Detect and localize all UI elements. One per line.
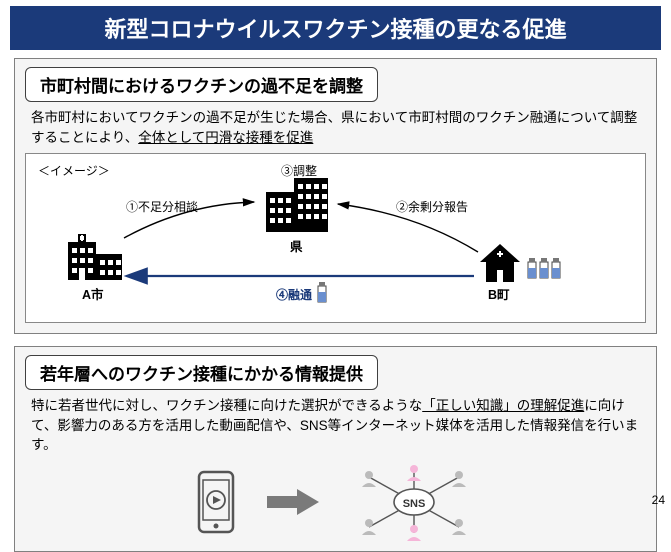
diagram-arrows [26,154,626,324]
section-vaccine-adjustment: 市町村間におけるワクチンの過不足を調整 各市町村においてワクチンの過不足が生じた… [14,58,657,334]
section1-heading: 市町村間におけるワクチンの過不足を調整 [25,67,378,102]
sns-network-icon: SNS [349,463,479,541]
section2-body-p1: 特に若者世代に対し、ワクチン接種に向けた選択ができるような [31,398,422,413]
page-title: 新型コロナウイルスワクチン接種の更なる促進 [10,6,661,50]
section-youth-info: 若年層へのワクチン接種にかかる情報提供 特に若者世代に対し、ワクチン接種に向けた… [14,346,657,552]
page-number: 24 [652,493,665,507]
arrow-right-icon [267,487,321,517]
section2-body-ul: 「正しい知識」の理解促進 [422,398,584,413]
section1-body-text: 各市町村においてワクチンの過不足が生じた場合、県において市町村間のワクチン融通に… [31,110,637,145]
media-row: SNS [25,463,646,541]
section2-body: 特に若者世代に対し、ワクチン接種に向けた選択ができるような「正しい知識」の理解促… [25,396,646,455]
adjustment-diagram: ＜イメージ＞ ③調整 ①不足分相談 ②余剰分報告 ④融通 県 [25,153,646,323]
section2-heading: 若年層へのワクチン接種にかかる情報提供 [25,355,378,390]
smartphone-video-icon [193,470,239,534]
section1-body: 各市町村においてワクチンの過不足が生じた場合、県において市町村間のワクチン融通に… [25,108,646,147]
sns-label: SNS [402,498,425,510]
section1-body-underline: 全体として円滑な接種を促進 [138,130,313,145]
